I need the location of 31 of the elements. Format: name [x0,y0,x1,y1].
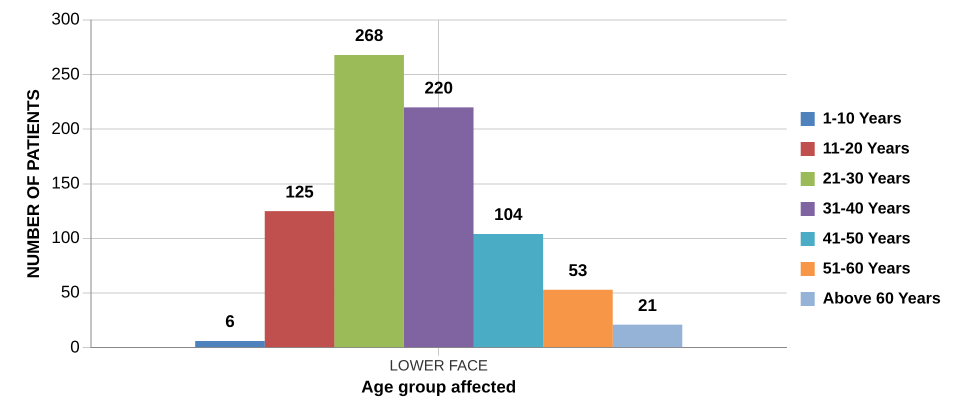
bar [334,54,404,348]
data-label: 104 [494,205,524,224]
y-tick-label: 0 [70,337,80,356]
data-label: 53 [568,260,588,280]
data-label: 6 [225,312,235,332]
bar [264,211,334,348]
legend-label: 31-40 Years [822,200,911,218]
x-axis-title: Age group affected [361,377,516,396]
legend-label: 1-10 Years [822,110,902,128]
legend-label: 21-30 Years [822,170,911,188]
y-tick-label: 250 [51,64,80,84]
legend-label: Above 60 Years [822,290,941,308]
legend-label: 41-50 Years [822,230,911,248]
data-label: 220 [424,78,453,98]
data-label: 21 [638,296,657,315]
bar [612,324,682,348]
y-tick-label: 300 [51,10,80,29]
x-tick-label: LOWER FACE [390,358,488,375]
y-tick-label: 150 [51,173,80,192]
bar [404,107,474,348]
y-tick-label: 50 [60,282,80,302]
y-tick-label: 100 [51,228,80,248]
bar [195,341,265,348]
data-label: 268 [354,26,384,46]
legend-label: 51-60 Years [822,260,911,278]
y-tick-label: 200 [51,118,80,138]
y-axis-title: NUMBER OF PATIENTS [24,89,43,278]
bar [474,234,544,348]
bar [543,290,613,348]
legend-label: 11-20 Years [822,140,910,158]
data-label: 125 [285,182,314,202]
